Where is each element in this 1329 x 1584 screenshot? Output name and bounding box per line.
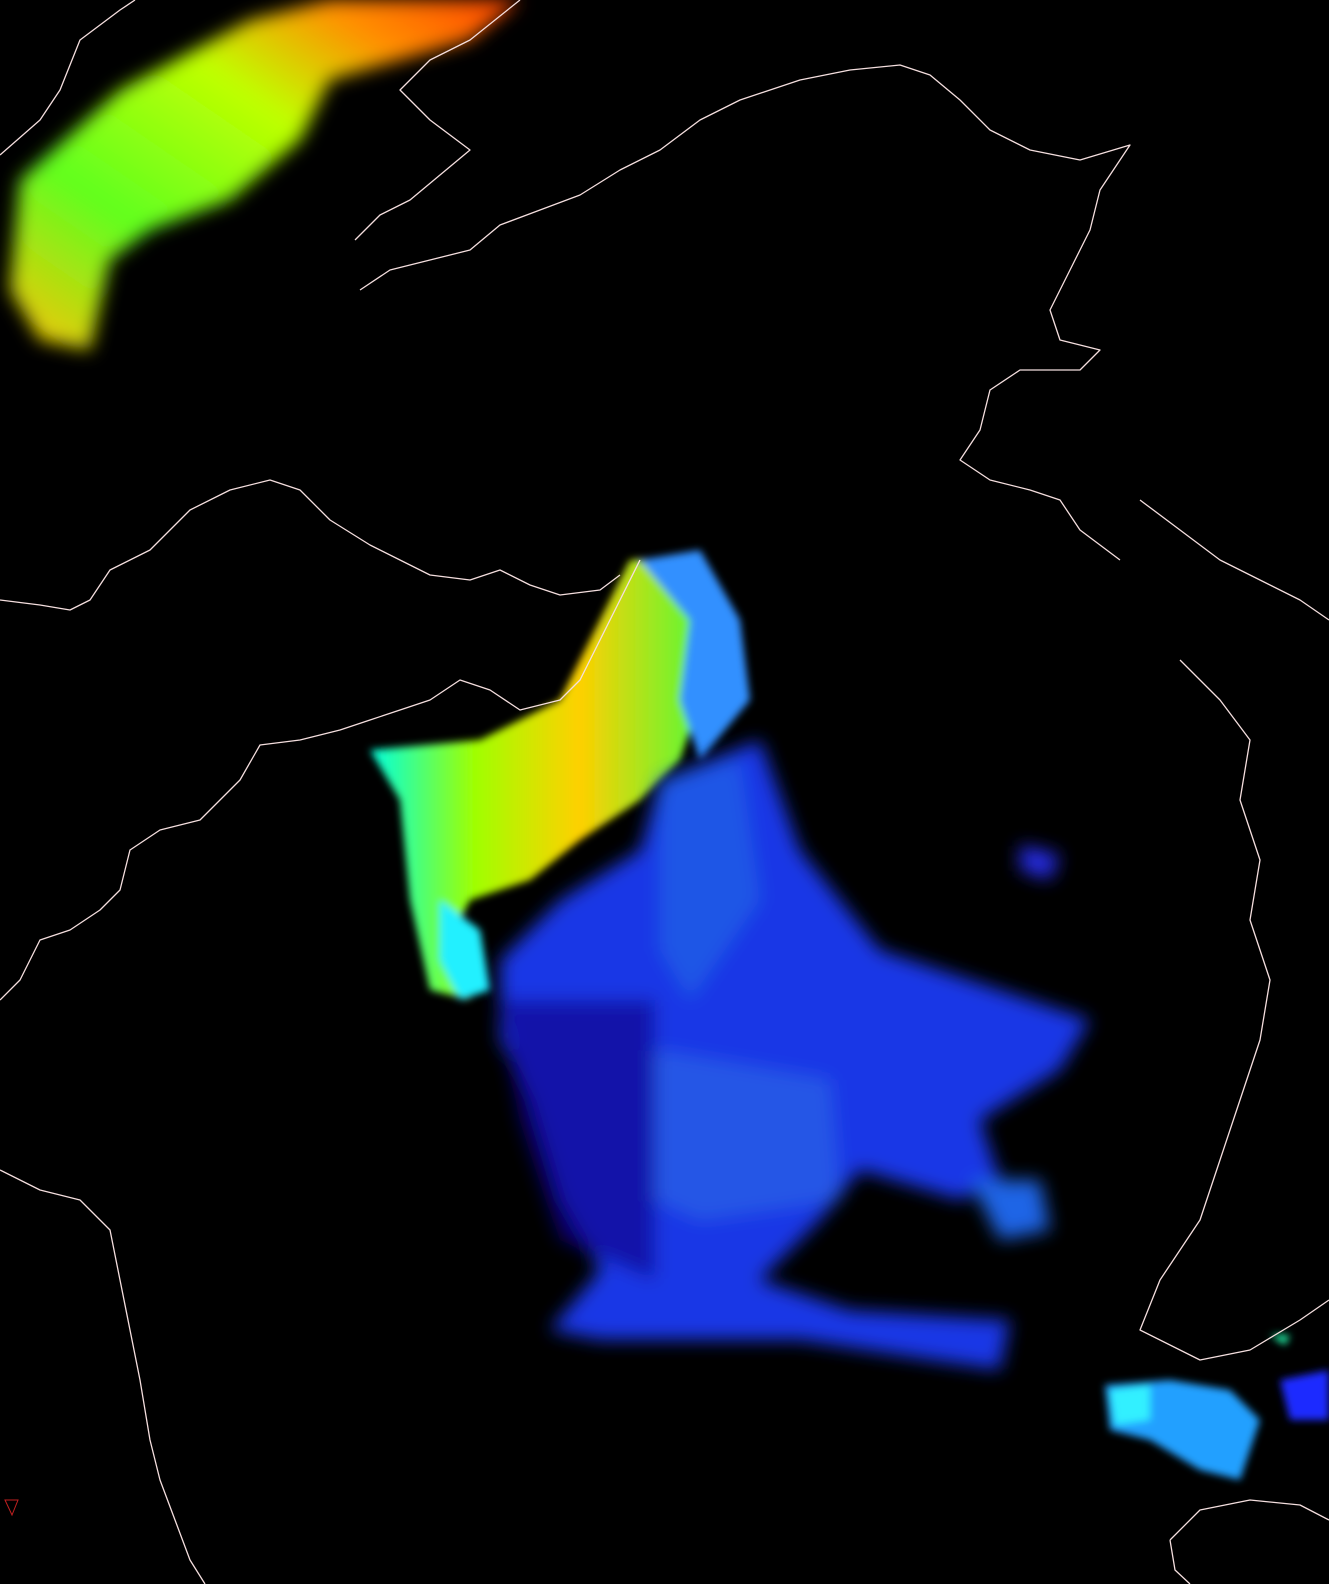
- coastline-northwest: [0, 0, 136, 156]
- data-overlay: [10, 0, 1329, 1480]
- coastline-east: [1139, 499, 1329, 1361]
- central-bloom: [370, 550, 750, 1000]
- coastline-southwest: [0, 1169, 206, 1584]
- small-island-marker: [4, 1499, 19, 1517]
- coastline-north: [354, 0, 1131, 561]
- coastline-middle: [0, 479, 641, 1001]
- blue-region: [500, 740, 1090, 1370]
- se-bloom: [1105, 1335, 1329, 1480]
- nw-bloom: [10, 0, 520, 350]
- coastline-island-southeast: [1169, 1499, 1329, 1584]
